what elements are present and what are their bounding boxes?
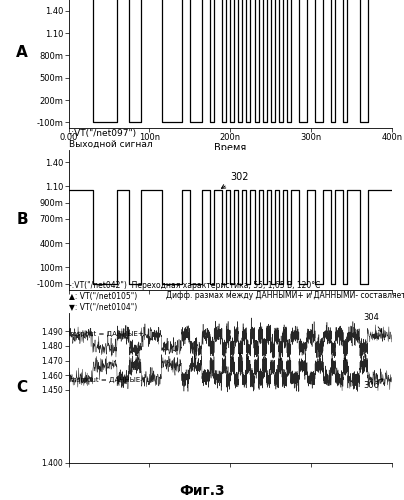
Text: -:VT("/net097")
Выходной сигнал: -:VT("/net097") Выходной сигнал: [69, 129, 152, 149]
Text: B: B: [17, 212, 28, 228]
Text: -:VT("/net042")  Переходная характеристика, 55, 1,65 В, 120°C
▲: VT("/net0105")
: -:VT("/net042") Переходная характеристик…: [69, 280, 320, 312]
Text: Фиг.3: Фиг.3: [179, 484, 225, 498]
Text: C: C: [17, 380, 28, 395]
Text: 304: 304: [364, 313, 382, 332]
Text: 302: 302: [221, 172, 249, 188]
Text: msрout = ДАННЫЕ+: msрout = ДАННЫЕ+: [70, 330, 144, 336]
X-axis label: Время: Время: [214, 144, 246, 154]
Text: msmout = ДАННЫЕ-: msmout = ДАННЫЕ-: [70, 378, 143, 384]
Text: A: A: [16, 45, 28, 60]
Text: Дифф. размах между ДАННЫМИ+ и ДАННЫМИ- составляет 21 мВ: Дифф. размах между ДАННЫМИ+ и ДАННЫМИ- с…: [166, 292, 404, 300]
Text: 306: 306: [364, 379, 383, 390]
